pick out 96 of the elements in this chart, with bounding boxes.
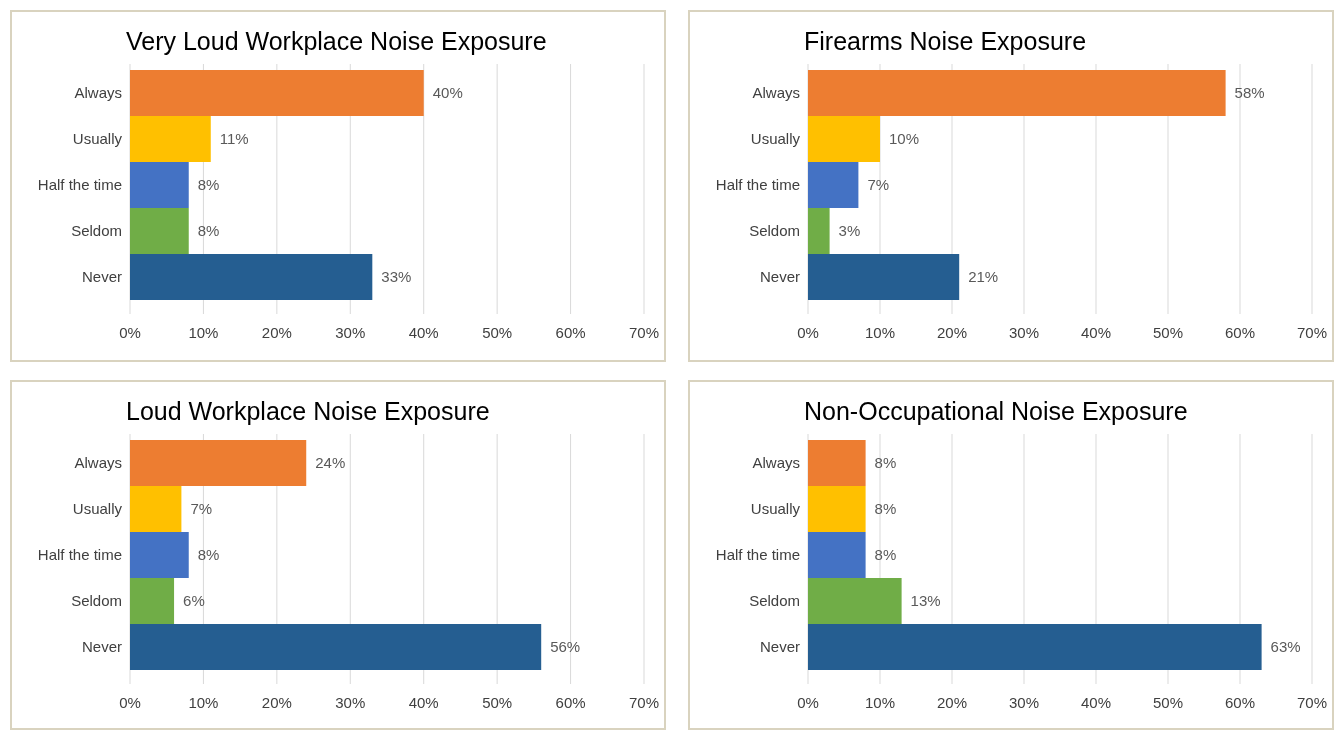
bar (130, 70, 424, 116)
bar (130, 486, 182, 532)
x-tick-label: 30% (1008, 324, 1040, 341)
bar (808, 578, 902, 624)
data-label: 8% (197, 546, 220, 564)
data-label: 7% (190, 500, 213, 518)
bar (130, 578, 175, 624)
x-tick-label: 50% (1152, 694, 1184, 711)
y-tick-label: Half the time (37, 176, 122, 194)
bar (130, 624, 542, 670)
y-tick-label: Never (759, 268, 800, 286)
chart-title: Very Loud Workplace Noise Exposure (126, 27, 547, 55)
y-tick-label: Seldom (71, 592, 122, 610)
bar (130, 254, 373, 300)
chart-title: Firearms Noise Exposure (804, 27, 1087, 55)
data-label: 8% (197, 176, 220, 194)
data-label: 56% (550, 638, 581, 656)
x-tick-label: 50% (482, 694, 513, 711)
x-tick-label: 10% (864, 694, 896, 711)
x-tick-label: 10% (188, 694, 219, 711)
bar (808, 532, 866, 578)
bar (808, 162, 859, 208)
y-tick-label: Usually (750, 500, 801, 518)
bar (808, 440, 866, 486)
x-tick-label: 0% (119, 324, 141, 341)
data-label: 8% (874, 454, 897, 472)
bar (130, 208, 189, 254)
x-tick-label: 20% (261, 694, 292, 711)
x-tick-label: 30% (335, 694, 366, 711)
data-label: 11% (219, 130, 249, 148)
x-tick-label: 30% (1008, 694, 1040, 711)
x-tick-label: 40% (1080, 694, 1112, 711)
data-label: 6% (183, 592, 205, 610)
data-label: 21% (968, 268, 999, 286)
x-tick-label: 0% (797, 324, 819, 341)
x-tick-label: 0% (119, 694, 141, 711)
y-tick-label: Never (81, 638, 122, 656)
data-label: 3% (838, 222, 861, 240)
bar (808, 254, 960, 300)
data-label: 8% (197, 222, 220, 240)
x-tick-label: 70% (628, 324, 660, 341)
y-tick-label: Always (752, 84, 800, 102)
data-label: 40% (432, 84, 463, 102)
data-label: 33% (381, 268, 412, 286)
x-tick-label: 60% (1224, 694, 1256, 711)
chart-title: Loud Workplace Noise Exposure (126, 397, 490, 425)
y-tick-label: Seldom (71, 222, 122, 240)
y-tick-label: Half the time (37, 546, 122, 564)
bar (808, 486, 866, 532)
y-tick-label: Seldom (749, 592, 800, 610)
bar (130, 532, 189, 578)
x-tick-label: 70% (1296, 694, 1328, 711)
x-tick-label: 60% (555, 324, 586, 341)
y-tick-label: Half the time (715, 546, 800, 564)
x-tick-label: 60% (555, 694, 586, 711)
bar (808, 116, 880, 162)
x-tick-label: 20% (261, 324, 292, 341)
x-tick-label: 50% (1152, 324, 1184, 341)
y-tick-label: Always (74, 84, 122, 102)
x-tick-label: 70% (628, 694, 660, 711)
x-tick-label: 60% (1224, 324, 1256, 341)
x-tick-label: 20% (936, 694, 968, 711)
bar (808, 624, 1262, 670)
x-tick-label: 40% (408, 694, 439, 711)
bar (130, 440, 307, 486)
y-tick-label: Never (759, 638, 800, 656)
y-tick-label: Usually (72, 500, 123, 518)
y-tick-label: Always (74, 454, 122, 472)
data-label: 7% (867, 176, 890, 194)
data-label: 10% (889, 130, 920, 148)
bar (130, 116, 211, 162)
data-label: 8% (874, 546, 897, 564)
bar (808, 70, 1226, 116)
data-label: 58% (1234, 84, 1265, 102)
x-tick-label: 10% (188, 324, 219, 341)
x-tick-label: 50% (482, 324, 513, 341)
x-tick-label: 20% (936, 324, 968, 341)
y-tick-label: Half the time (715, 176, 800, 194)
y-tick-label: Usually (750, 130, 801, 148)
data-label: 8% (874, 500, 897, 518)
y-tick-label: Always (752, 454, 800, 472)
y-tick-label: Seldom (749, 222, 800, 240)
data-label: 63% (1270, 638, 1301, 656)
x-tick-label: 10% (864, 324, 896, 341)
y-tick-label: Never (81, 268, 122, 286)
data-label: 13% (910, 592, 941, 610)
x-tick-label: 30% (335, 324, 366, 341)
bar (130, 162, 189, 208)
x-tick-label: 40% (1080, 324, 1112, 341)
chart-title: Non-Occupational Noise Exposure (804, 397, 1188, 425)
bar (808, 208, 830, 254)
x-tick-label: 0% (797, 694, 819, 711)
y-tick-label: Usually (72, 130, 123, 148)
x-tick-label: 40% (408, 324, 439, 341)
data-label: 24% (315, 454, 346, 472)
x-tick-label: 70% (1296, 324, 1328, 341)
